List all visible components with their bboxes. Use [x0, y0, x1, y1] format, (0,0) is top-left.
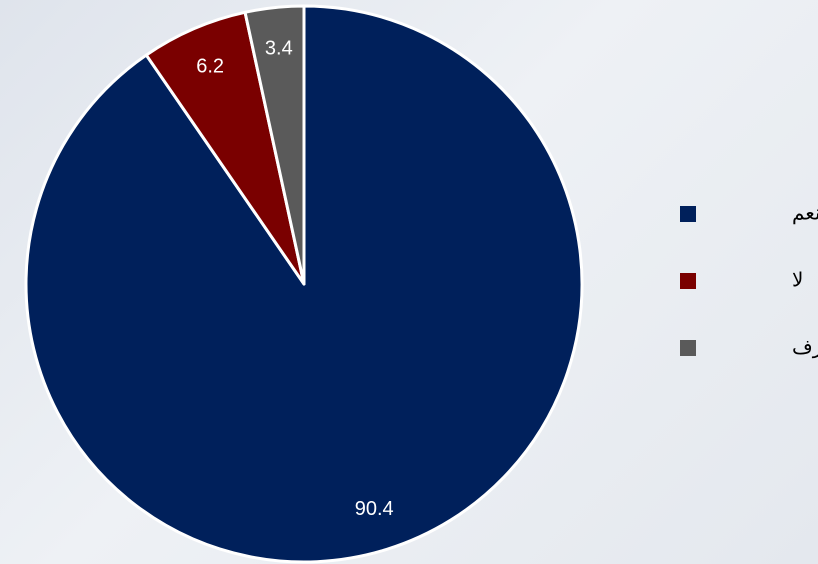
legend-swatch — [680, 340, 696, 356]
slice-label: 6.2 — [196, 55, 224, 77]
legend-label: لا — [792, 268, 803, 292]
legend-label: لا أعرف — [792, 334, 818, 359]
legend-swatch — [680, 206, 696, 222]
pie-slice — [243, 4, 306, 286]
slice-label: 90.4 — [355, 498, 394, 520]
legend-label: نعم — [792, 201, 818, 225]
slice-label: 3.4 — [265, 37, 293, 59]
legend-swatch — [680, 273, 696, 289]
